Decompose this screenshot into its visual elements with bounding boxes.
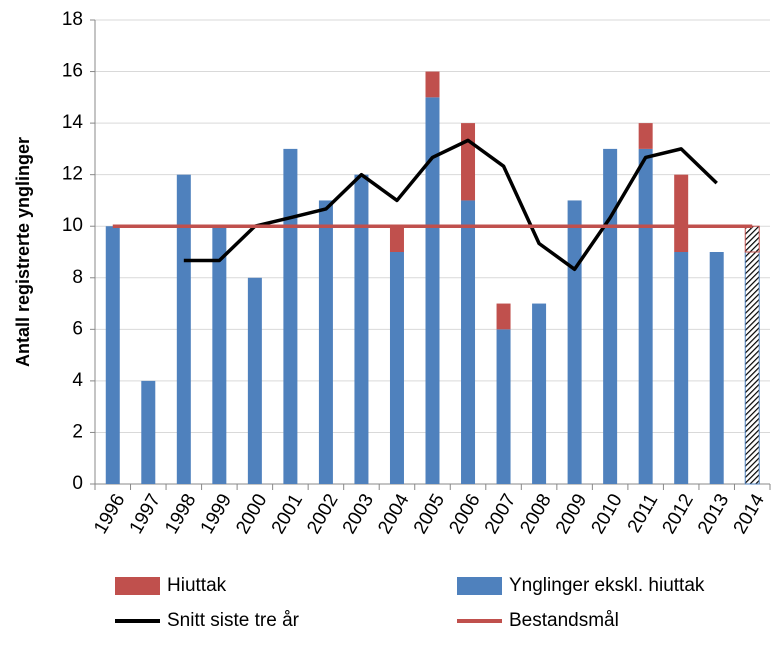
x-tick-label: 2011 — [624, 491, 663, 537]
x-tick-label: 2008 — [516, 491, 555, 538]
bar — [176, 174, 191, 484]
x-tick-label: 2013 — [694, 491, 733, 538]
bar — [318, 200, 333, 484]
bar — [603, 148, 618, 484]
bar — [389, 226, 404, 252]
x-tick-label: 2014 — [730, 490, 770, 537]
x-tick-label: 1997 — [126, 491, 165, 538]
y-tick-label: 0 — [72, 473, 83, 494]
x-tick-label: 2005 — [410, 491, 449, 538]
x-tick-label: 1999 — [197, 491, 236, 538]
legend-label: Hiuttak — [167, 575, 227, 596]
y-tick-label: 18 — [62, 9, 83, 30]
x-tick-label: 2000 — [232, 491, 271, 538]
y-axis-label: Antall registrerte ynglinger — [13, 137, 33, 367]
x-tick-label: 2003 — [339, 491, 378, 538]
y-tick-label: 4 — [72, 370, 83, 391]
x-tick-label: 2001 — [268, 491, 307, 538]
line — [183, 138, 718, 272]
y-tick-label: 6 — [72, 318, 83, 339]
bar — [389, 252, 404, 484]
bar — [461, 200, 476, 484]
x-tick-label: 2009 — [552, 491, 591, 538]
x-tick-label: 2010 — [587, 491, 626, 538]
y-tick-label: 16 — [62, 61, 83, 82]
bar — [425, 97, 440, 484]
bar — [567, 200, 582, 484]
x-tick-label: 1998 — [161, 491, 200, 538]
bar — [532, 303, 547, 484]
y-tick-label: 8 — [72, 267, 83, 288]
y-tick-label: 2 — [72, 421, 83, 442]
y-tick-label: 12 — [62, 164, 83, 185]
bar — [461, 123, 476, 201]
bar — [425, 71, 440, 98]
x-tick-label: 2012 — [659, 491, 698, 538]
legend-swatch — [115, 577, 160, 595]
x-tick-label: 2004 — [374, 490, 414, 537]
legend-label: Ynglinger ekskl. hiuttak — [509, 575, 705, 596]
bar — [638, 148, 653, 484]
legend-label: Bestandsmål — [509, 610, 619, 631]
y-tick-label: 10 — [62, 215, 83, 236]
bar — [674, 174, 689, 252]
bar — [674, 252, 689, 484]
bar — [141, 380, 156, 484]
bar — [354, 174, 369, 484]
x-tick-label: 2006 — [445, 491, 484, 538]
bar — [283, 148, 298, 484]
x-tick-label: 2002 — [303, 491, 342, 538]
bar — [247, 277, 262, 484]
x-tick-label: 2007 — [481, 491, 520, 538]
legend-label: Snitt siste tre år — [167, 610, 300, 631]
legend-swatch — [457, 577, 502, 595]
bar — [744, 251, 760, 485]
bar — [638, 123, 653, 149]
bar — [496, 329, 511, 484]
bar — [105, 226, 120, 484]
bar — [709, 252, 724, 484]
bar — [744, 225, 760, 253]
y-tick-label: 14 — [62, 112, 84, 133]
bar — [496, 303, 511, 330]
bar — [212, 226, 227, 484]
x-tick-label: 1996 — [90, 491, 129, 538]
